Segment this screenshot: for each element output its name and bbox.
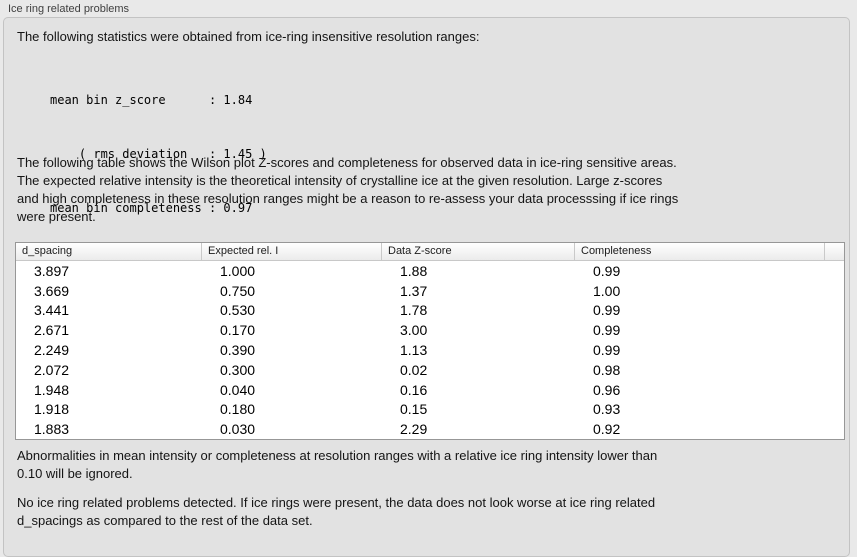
cell-expected-rel-i: 0.750 [220, 282, 256, 299]
stats-line-z-rms-deviation: ( rms deviation : 1.45 ) [50, 147, 267, 161]
description-line: were present. [17, 209, 96, 224]
cell-data-z-score: 3.00 [400, 322, 428, 339]
description-line: and high completeness in these resolutio… [17, 191, 679, 206]
ice-ring-group-box: The following statistics were obtained f… [3, 17, 850, 557]
cell-d-spacing: 2.249 [34, 342, 70, 359]
table-row[interactable]: 1.883 0.030 2.29 0.92 [16, 419, 844, 439]
cell-d-spacing: 1.948 [34, 381, 70, 398]
cell-completeness: 0.99 [593, 262, 621, 279]
table-row[interactable]: 2.072 0.300 0.02 0.98 [16, 360, 844, 380]
column-header-data-z-score: Data Z-score [382, 243, 575, 260]
cell-data-z-score: 0.16 [400, 381, 428, 398]
cell-data-z-score: 1.78 [400, 302, 428, 319]
cell-completeness: 0.92 [593, 421, 621, 438]
description-line: The following table shows the Wilson plo… [17, 155, 677, 170]
cell-expected-rel-i: 0.030 [220, 421, 256, 438]
cell-completeness: 0.93 [593, 401, 621, 418]
cell-data-z-score: 1.37 [400, 282, 428, 299]
stats-line-mean-z-score: mean bin z_score : 1.84 [50, 93, 253, 107]
cell-completeness: 0.99 [593, 322, 621, 339]
conclusion-text: No ice ring related problems detected. I… [17, 494, 655, 530]
cell-expected-rel-i: 0.390 [220, 342, 256, 359]
cell-expected-rel-i: 0.040 [220, 381, 256, 398]
ignore-note-line: 0.10 will be ignored. [17, 466, 133, 481]
description-line: The expected relative intensity is the t… [17, 173, 663, 188]
cell-d-spacing: 3.897 [34, 262, 70, 279]
conclusion-line: No ice ring related problems detected. I… [17, 495, 656, 510]
table-row[interactable]: 3.897 1.000 1.88 0.99 [16, 261, 844, 281]
cell-data-z-score: 0.15 [400, 401, 428, 418]
column-header-empty [825, 243, 844, 260]
ice-ring-table: d_spacing Expected rel. I Data Z-score C… [15, 242, 845, 440]
cell-d-spacing: 1.883 [34, 421, 70, 438]
table-row[interactable]: 1.948 0.040 0.16 0.96 [16, 380, 844, 400]
conclusion-line: d_spacings as compared to the rest of th… [17, 513, 313, 528]
cell-completeness: 0.96 [593, 381, 621, 398]
table-row[interactable]: 3.441 0.530 1.78 0.99 [16, 301, 844, 321]
cell-completeness: 0.98 [593, 361, 621, 378]
cell-data-z-score: 0.02 [400, 361, 428, 378]
cell-data-z-score: 1.88 [400, 262, 428, 279]
cell-expected-rel-i: 0.180 [220, 401, 256, 418]
table-header-row: d_spacing Expected rel. I Data Z-score C… [16, 243, 844, 261]
cell-d-spacing: 2.671 [34, 322, 70, 339]
ignore-note-line: Abnormalities in mean intensity or compl… [17, 448, 658, 463]
cell-d-spacing: 1.918 [34, 401, 70, 418]
cell-expected-rel-i: 0.300 [220, 361, 256, 378]
table-row[interactable]: 2.671 0.170 3.00 0.99 [16, 320, 844, 340]
cell-data-z-score: 1.13 [400, 342, 428, 359]
table-row[interactable]: 2.249 0.390 1.13 0.99 [16, 340, 844, 360]
table-row[interactable]: 3.669 0.750 1.37 1.00 [16, 281, 844, 301]
column-header-expected-rel-i: Expected rel. I [202, 243, 382, 260]
cell-data-z-score: 2.29 [400, 421, 428, 438]
table-row[interactable]: 1.918 0.180 0.15 0.93 [16, 400, 844, 420]
ice-ring-report-panel: { "panel": { "title": "Ice ring related … [3, 3, 850, 557]
cell-completeness: 0.99 [593, 302, 621, 319]
table-body: 3.897 1.000 1.88 0.99 3.669 0.750 1.37 1… [16, 261, 844, 439]
stats-line-mean-completeness: mean bin completeness : 0.97 [50, 201, 253, 215]
cell-d-spacing: 3.441 [34, 302, 70, 319]
intro-text: The following statistics were obtained f… [17, 29, 480, 44]
cell-expected-rel-i: 0.170 [220, 322, 256, 339]
cell-d-spacing: 3.669 [34, 282, 70, 299]
column-header-d-spacing: d_spacing [16, 243, 202, 260]
cell-completeness: 1.00 [593, 282, 621, 299]
cell-expected-rel-i: 0.530 [220, 302, 256, 319]
panel-title: Ice ring related problems [8, 3, 130, 15]
cell-d-spacing: 2.072 [34, 361, 70, 378]
cell-expected-rel-i: 1.000 [220, 262, 256, 279]
description-text: The following table shows the Wilson plo… [17, 154, 678, 226]
ignore-note-text: Abnormalities in mean intensity or compl… [17, 447, 657, 483]
cell-completeness: 0.99 [593, 342, 621, 359]
column-header-completeness: Completeness [575, 243, 825, 260]
